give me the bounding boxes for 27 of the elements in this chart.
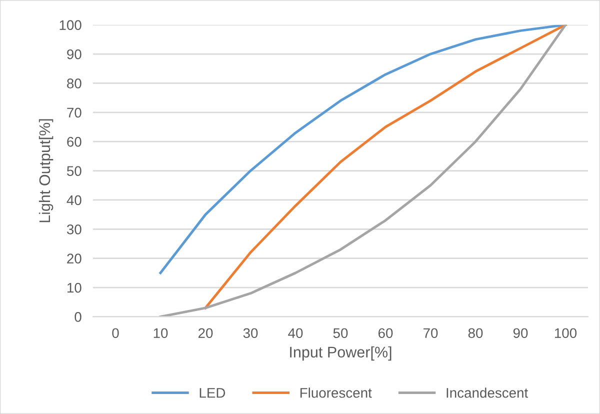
y-tick-label: 30 (66, 224, 82, 234)
y-tick-label: 70 (67, 108, 82, 118)
x-tick-label: 30 (243, 328, 258, 338)
legend-label: LED (200, 388, 226, 398)
y-tick-label: 100 (60, 20, 82, 30)
x-tick-label: 20 (198, 328, 213, 338)
x-tick-label: 80 (468, 328, 483, 338)
y-tick-label: 80 (67, 78, 82, 88)
y-tick-label: 60 (67, 136, 82, 147)
x-axis-title: Input Power[%] (290, 346, 392, 361)
x-tick-label: 70 (423, 328, 438, 338)
y-tick-label: 40 (66, 195, 82, 206)
x-tick-label: 0 (112, 328, 119, 338)
y-tick-label: 10 (68, 282, 82, 293)
y-tick-label: 50 (66, 166, 82, 176)
x-tick-label: 100 (554, 328, 577, 338)
y-axis-title: Light Output[%] (38, 119, 54, 222)
x-tick-label: 50 (333, 328, 348, 338)
x-tick-label: 40 (288, 328, 303, 338)
legend-label: Fluorescent (300, 388, 372, 398)
y-tick-label: 20 (67, 254, 82, 264)
legend-label: Incandescent (446, 388, 528, 398)
y-tick-label: 90 (67, 49, 82, 60)
x-tick-label: 90 (513, 328, 528, 338)
x-tick-label: 10 (154, 328, 168, 338)
y-tick-label: 0 (74, 312, 82, 322)
x-tick-label: 60 (378, 328, 393, 338)
